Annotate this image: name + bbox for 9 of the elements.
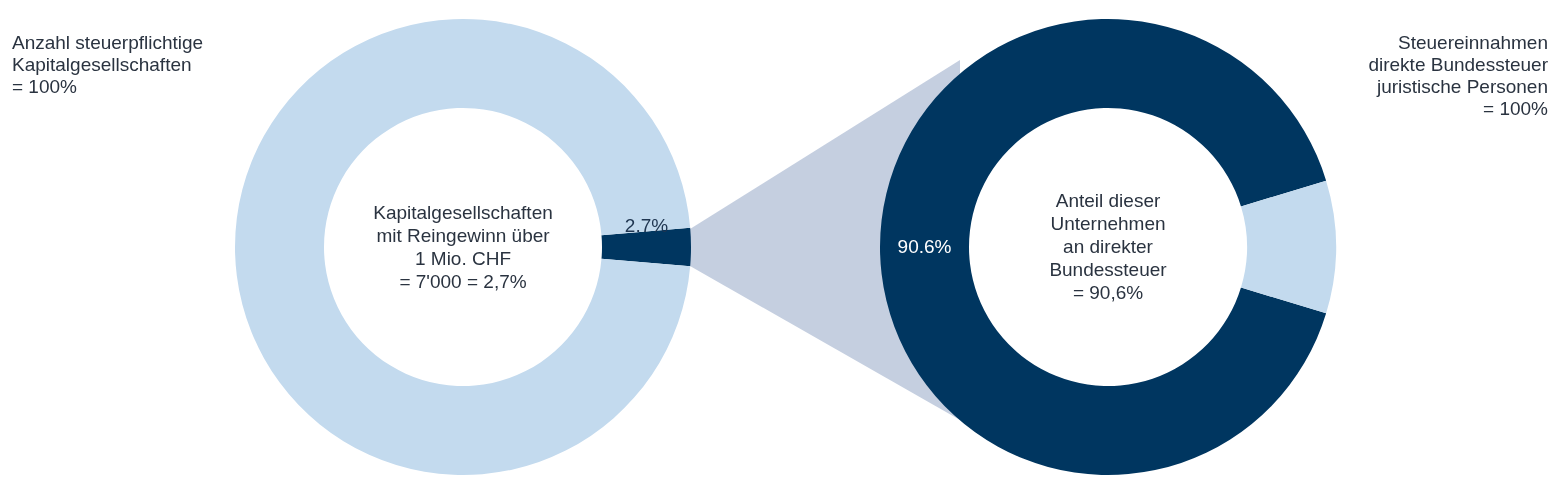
donut-slice (880, 19, 1327, 475)
text: Anteil dieser Unternehmen an direkter Bundessteuer = 90,6% (1049, 190, 1168, 303)
text: Kapitalgesellschaften mit Reingewinn über 1 Mio. CHF = 7'000 = 2,7% (373, 201, 553, 292)
data-label: 90.6% (897, 236, 952, 257)
data-label: 2.7% (624, 215, 669, 236)
text: Anzahl steuerpflichtige Kapitalgesellschaften = 100% (12, 32, 204, 97)
text: Steuereinnahmen direkte Bundessteuer juristische Personen = 100% (1368, 32, 1549, 119)
donut-slice (1240, 180, 1336, 314)
donut-slice (235, 19, 691, 475)
